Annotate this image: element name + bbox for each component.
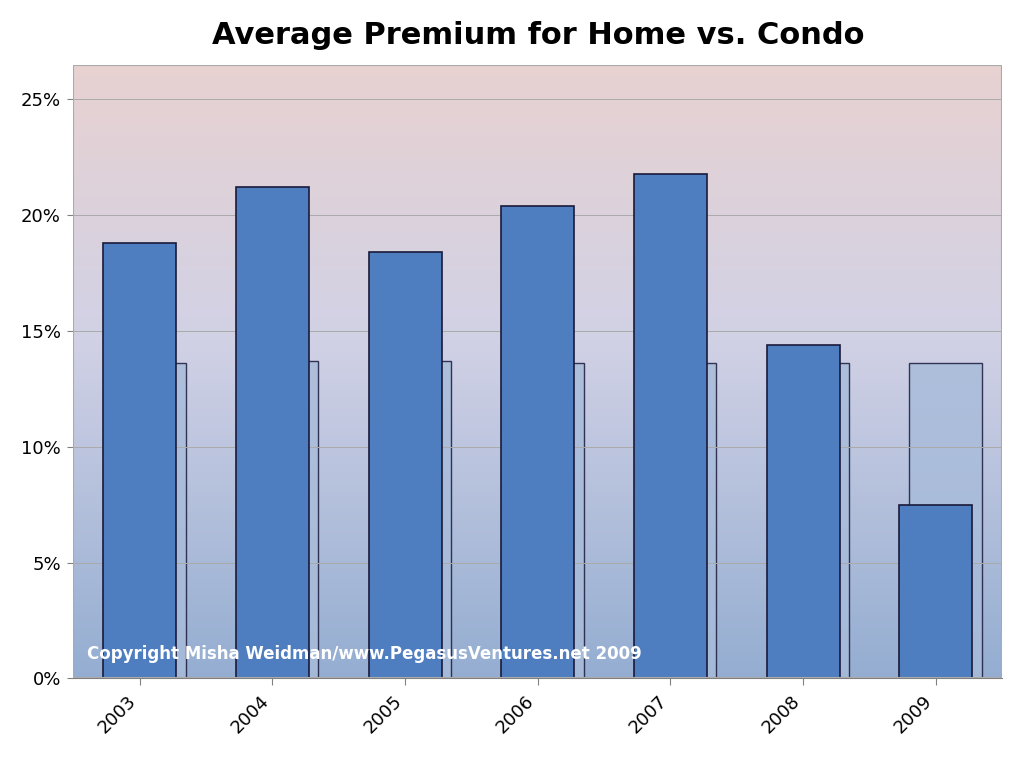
Bar (236, 187, 309, 678)
Bar (899, 505, 972, 678)
Text: Copyright Misha Weidman/www.PegasusVentures.net 2009: Copyright Misha Weidman/www.PegasusVentu… (87, 645, 642, 663)
Bar (776, 363, 849, 678)
Bar (368, 252, 442, 678)
Bar (113, 363, 185, 678)
Title: Average Premium for Home vs. Condo: Average Premium for Home vs. Condo (212, 20, 864, 50)
Bar (377, 361, 451, 678)
Bar (510, 363, 583, 678)
Bar (634, 174, 707, 678)
Bar (643, 363, 716, 678)
Bar (246, 361, 318, 678)
Bar (908, 363, 982, 678)
Bar (766, 345, 840, 678)
Bar (103, 243, 176, 678)
Bar (501, 206, 574, 678)
